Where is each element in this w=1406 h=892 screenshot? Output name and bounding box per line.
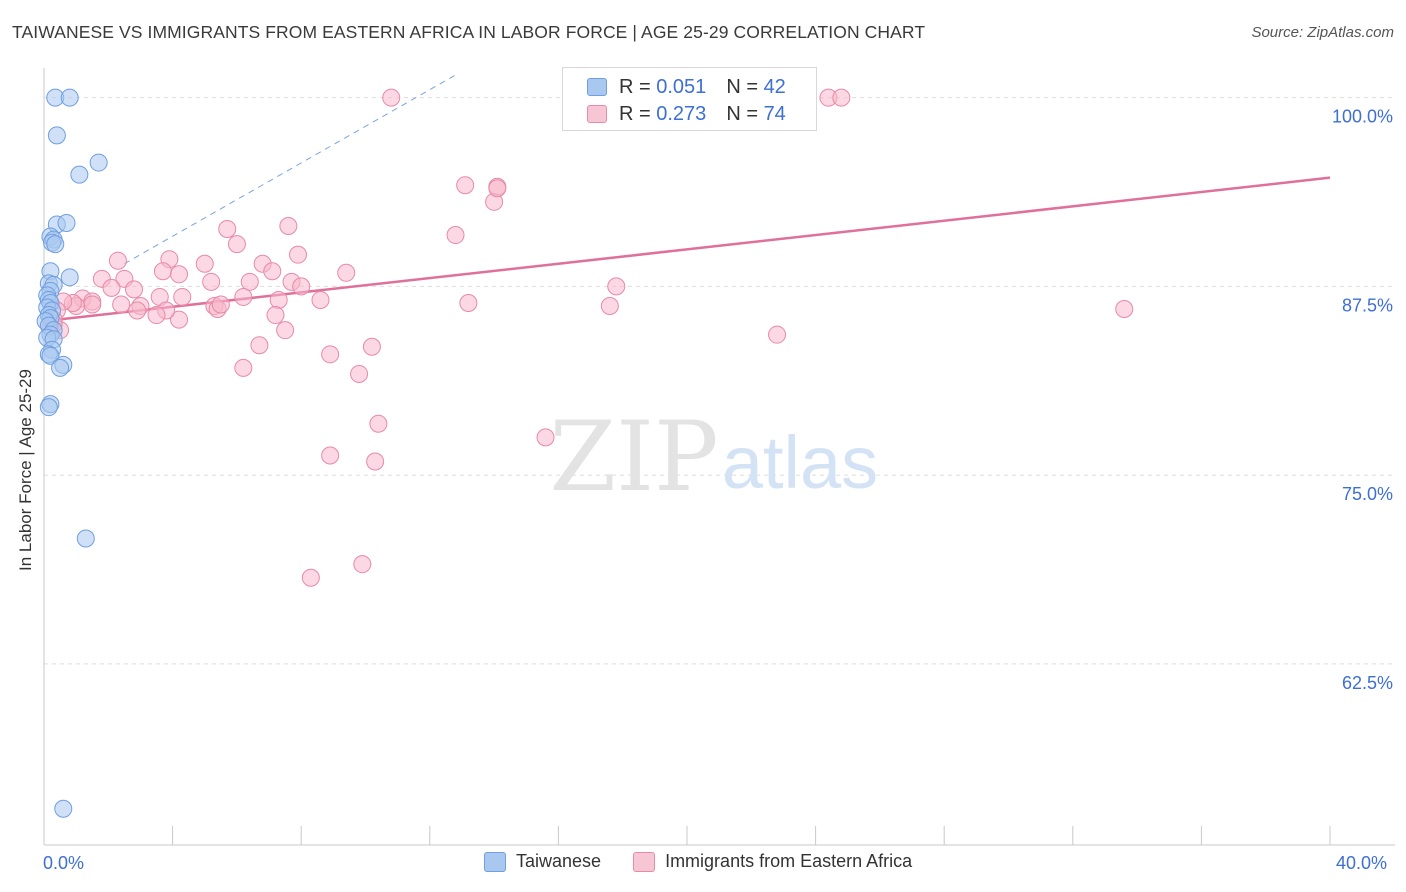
eastern-africa-point-26 <box>292 277 311 296</box>
eastern-africa-point-62 <box>350 364 369 383</box>
x-tick-label-min: 0.0% <box>43 853 85 873</box>
eastern-africa-point-9 <box>279 216 298 235</box>
n-value: 74 <box>763 102 786 125</box>
n-label: N = <box>726 102 764 125</box>
watermark-atlas: atlas <box>722 421 878 504</box>
trend-lines <box>43 74 1331 323</box>
eastern-africa-point-61 <box>234 358 253 377</box>
eastern-africa-point-16 <box>195 254 214 273</box>
r-label: R = <box>619 102 657 125</box>
taiwanese-point-36 <box>76 529 95 548</box>
eastern-africa-point-27 <box>102 278 121 297</box>
legend-label-eastern-africa: Immigrants from Eastern Africa <box>665 851 913 871</box>
watermark-zip: ZIP <box>549 401 718 513</box>
grid-lines <box>44 97 1395 665</box>
eastern-africa-point-28 <box>125 280 144 299</box>
eastern-africa-point-65 <box>321 446 340 465</box>
eastern-africa-point-37 <box>459 293 478 312</box>
eastern-africa-point-52 <box>128 301 147 320</box>
eastern-africa-point-25 <box>202 272 221 291</box>
eastern-africa-point-63 <box>369 414 388 433</box>
eastern-africa-point-60 <box>321 345 340 364</box>
eastern-africa-point-38 <box>600 297 619 315</box>
r-label: R = <box>619 75 657 98</box>
eastern-africa-point-68 <box>353 555 372 574</box>
pink-swatch-icon <box>587 105 607 123</box>
y-tick-label-3: 62.5% <box>1342 673 1393 693</box>
r-value: 0.051 <box>656 75 707 98</box>
eastern-africa-point-3 <box>832 88 851 107</box>
eastern-africa-point-50 <box>266 306 285 325</box>
eastern-africa-point-23 <box>240 272 259 291</box>
eastern-africa-point-33 <box>234 287 253 306</box>
y-tick-label-1: 87.5% <box>1342 295 1393 315</box>
eastern-africa-point-0 <box>382 88 401 107</box>
trend-line-taiwanese <box>124 74 456 265</box>
eastern-africa-point-57 <box>768 325 787 344</box>
taiwanese-point-6 <box>57 213 76 232</box>
eastern-africa-point-36 <box>269 290 288 309</box>
blue-swatch-icon <box>587 78 607 96</box>
n-label: N = <box>726 75 764 98</box>
eastern-africa-point-47 <box>211 295 230 314</box>
taiwanese-point-12 <box>60 268 79 287</box>
taiwanese-point-4 <box>70 165 89 184</box>
y-tick-label-2: 75.0% <box>1342 484 1393 504</box>
eastern-africa-point-18 <box>153 262 172 281</box>
blue-swatch-icon <box>484 851 506 872</box>
watermark: ZIP atlas <box>549 401 878 513</box>
eastern-africa-point-13 <box>108 251 127 270</box>
taiwanese-point-3 <box>89 153 108 172</box>
eastern-africa-point-67 <box>301 568 320 587</box>
legend-item-taiwanese[interactable]: Taiwanese <box>484 851 601 872</box>
legend-row-eastern-africa: R = 0.273 N = 74 <box>587 101 786 127</box>
eastern-africa-point-64 <box>536 428 555 447</box>
eastern-africa-point-11 <box>227 235 246 254</box>
source-label: Source: ZipAtlas.com <box>1251 24 1394 41</box>
eastern-africa-point-51 <box>147 306 166 325</box>
y-tick-labels: 100.0% 87.5% 75.0% 62.5% <box>1332 107 1393 693</box>
eastern-africa-point-12 <box>288 245 307 264</box>
axes <box>43 68 1395 846</box>
eastern-africa-point-56 <box>276 321 295 340</box>
eastern-africa-point-41 <box>112 295 131 314</box>
taiwanese-point-37 <box>54 799 73 818</box>
r-value: 0.273 <box>656 102 707 125</box>
eastern-africa-point-48 <box>170 310 189 329</box>
eastern-africa-point-32 <box>173 287 192 306</box>
taiwanese-point-35 <box>39 398 58 417</box>
series-legend: Taiwanese Immigrants from Eastern Africa <box>484 851 944 872</box>
eastern-africa-point-66 <box>366 452 385 471</box>
eastern-africa-point-7 <box>488 179 507 198</box>
taiwanese-point-1 <box>60 88 79 107</box>
trend-line-eastern-africa <box>43 176 1331 323</box>
eastern-africa-point-17 <box>263 262 282 281</box>
pink-swatch-icon <box>633 851 656 872</box>
eastern-africa-point-4 <box>456 176 475 195</box>
taiwanese-point-10 <box>46 235 65 254</box>
legend-label-taiwanese: Taiwanese <box>516 851 602 871</box>
n-value: 42 <box>763 75 786 98</box>
eastern-africa-point-19 <box>337 263 356 282</box>
taiwanese-point-33 <box>51 358 70 377</box>
taiwanese-point-2 <box>47 126 66 145</box>
correlation-legend: R = 0.051 N = 42 R = 0.273 N = 74 <box>562 67 817 131</box>
eastern-africa-point-39 <box>1115 300 1134 319</box>
eastern-africa-point-59 <box>362 337 381 356</box>
eastern-africa-point-43 <box>83 295 102 314</box>
eastern-africa-point-20 <box>170 265 189 284</box>
taiwanese-point-31 <box>41 346 60 365</box>
x-tick-label-max: 40.0% <box>1336 853 1388 873</box>
eastern-africa-point-8 <box>218 220 237 238</box>
chart-title: TAIWANESE VS IMMIGRANTS FROM EASTERN AFR… <box>12 22 926 42</box>
legend-item-eastern-africa[interactable]: Immigrants from Eastern Africa <box>633 851 912 872</box>
eastern-africa-point-30 <box>311 290 330 309</box>
legend-row-taiwanese: R = 0.051 N = 42 <box>587 74 786 100</box>
eastern-africa-point-58 <box>250 336 269 355</box>
eastern-africa-point-10 <box>446 226 465 245</box>
y-tick-label-0: 100.0% <box>1332 107 1393 127</box>
eastern-africa-point-31 <box>607 277 626 296</box>
